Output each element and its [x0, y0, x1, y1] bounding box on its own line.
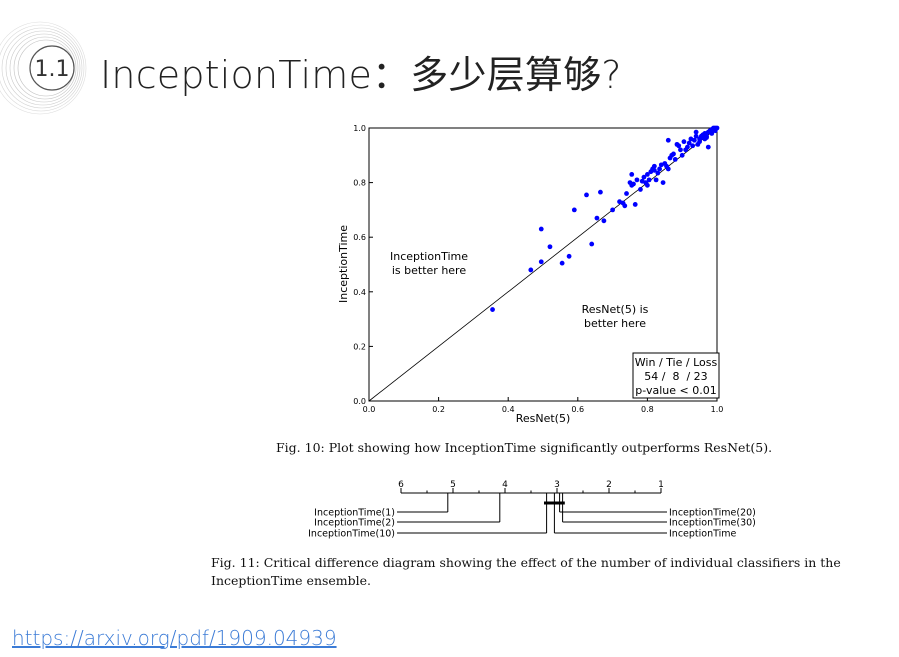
cd-tick-label: 5 — [450, 480, 456, 490]
section-badge: 1.1 — [0, 21, 87, 115]
x-tick-label: 0.8 — [641, 405, 654, 414]
stats-box-line3: p-value < 0.01 — [635, 384, 716, 397]
data-point — [681, 139, 687, 145]
cd-tick-label: 4 — [502, 480, 508, 490]
cd-right-label: InceptionTime — [669, 529, 737, 540]
data-point — [665, 166, 671, 172]
data-point — [622, 203, 628, 209]
data-point — [634, 177, 640, 183]
y-axis-label: InceptionTime — [337, 225, 350, 303]
data-point — [690, 143, 696, 149]
data-point — [665, 137, 671, 143]
cd-tick-label: 6 — [398, 480, 404, 490]
x-tick-label: 0.2 — [432, 405, 445, 414]
data-point — [645, 172, 650, 177]
data-point — [653, 177, 659, 183]
data-point — [598, 189, 603, 195]
data-point — [547, 244, 553, 250]
x-tick-label: 1.0 — [711, 405, 724, 414]
data-point — [660, 180, 666, 185]
data-point — [671, 151, 676, 157]
y-axis-ticks: 0.0 0.2 0.4 0.6 0.8 1.0 — [353, 124, 373, 406]
data-point — [589, 241, 595, 247]
data-point — [645, 182, 650, 188]
data-point — [657, 166, 662, 172]
y-tick-label: 0.0 — [353, 397, 366, 406]
data-point — [651, 163, 657, 169]
cd-tick-label: 1 — [658, 480, 664, 490]
annotation-lower-line2: better here — [584, 317, 646, 330]
slide-title: InceptionTime：多少层算够? — [100, 53, 622, 97]
data-point — [490, 307, 495, 312]
data-point — [610, 207, 615, 213]
cd-tick-label: 2 — [606, 480, 612, 490]
data-point — [559, 260, 565, 266]
data-point — [601, 218, 607, 224]
y-tick-label: 0.2 — [353, 342, 366, 351]
data-point — [538, 226, 544, 232]
data-point — [678, 147, 683, 153]
stats-box — [632, 352, 720, 399]
data-points — [490, 125, 720, 312]
data-point — [638, 187, 643, 192]
data-point — [709, 131, 715, 136]
data-point — [646, 177, 652, 183]
data-point — [672, 156, 678, 162]
cd-right-label: InceptionTime(20) — [669, 508, 756, 519]
data-point — [631, 181, 636, 187]
data-point — [676, 143, 682, 149]
data-point — [629, 172, 635, 177]
fig10-caption: Fig. 10: Plot showing how InceptionTime … — [276, 440, 773, 455]
cd-left-label: InceptionTime(10) — [308, 529, 395, 540]
data-point — [702, 136, 708, 142]
cd-connector-lines — [397, 493, 667, 534]
y-tick-label: 0.8 — [353, 179, 366, 188]
data-point — [686, 140, 692, 146]
x-axis-label: ResNet(5) — [516, 412, 571, 425]
scatter-plot: 0.0 0.2 0.4 0.6 0.8 1.0 0.0 0.2 0.4 0.6 0.8 1.0 Re… — [337, 124, 724, 425]
data-point — [571, 207, 577, 213]
data-point — [594, 215, 600, 221]
fig11-caption: Fig. 11: Critical difference diagram sho… — [211, 555, 841, 588]
cd-labels: InceptionTime(1)InceptionTime(2)Inceptio… — [308, 508, 756, 540]
annotation-upper-line1: InceptionTime — [390, 250, 468, 263]
data-point — [685, 144, 690, 150]
x-tick-label: 0.4 — [502, 405, 515, 414]
cd-left-label: InceptionTime(2) — [314, 518, 395, 529]
data-point — [528, 267, 534, 273]
cd-right-label: InceptionTime(30) — [669, 518, 756, 529]
data-point — [641, 174, 647, 180]
stats-box-line1: Win / Tie / Loss — [635, 356, 718, 369]
data-point — [697, 139, 702, 145]
cd-tick-label: 3 — [554, 480, 560, 490]
data-point — [632, 202, 638, 207]
data-point — [651, 167, 657, 173]
x-tick-label: 0.0 — [363, 405, 376, 414]
stats-box-line2: 54 / 8 / 23 — [644, 370, 707, 383]
y-tick-label: 1.0 — [353, 124, 366, 133]
cd-left-label: InceptionTime(1) — [314, 508, 395, 519]
data-point — [693, 133, 699, 139]
data-point — [679, 152, 685, 158]
section-number: 1.1 — [35, 57, 70, 82]
data-point — [655, 170, 661, 176]
source-link[interactable]: https://arxiv.org/pdf/1909.04939 — [12, 626, 337, 650]
annotation-lower-line1: ResNet(5) is — [582, 303, 649, 316]
y-tick-label: 0.4 — [353, 288, 366, 297]
data-point — [693, 129, 699, 135]
annotation-upper-line2: is better here — [392, 264, 466, 277]
data-point — [691, 137, 697, 143]
data-point — [698, 133, 704, 139]
data-point — [624, 191, 629, 196]
data-point — [705, 144, 711, 150]
data-point — [566, 253, 572, 259]
badge-swirl-icon — [0, 21, 87, 115]
cd-axis-ticks: 6 5 4 3 2 1 — [398, 480, 664, 493]
data-point — [584, 192, 589, 198]
x-tick-label: 0.6 — [571, 405, 584, 414]
y-tick-label: 0.6 — [353, 233, 366, 242]
data-point — [538, 259, 544, 265]
data-point — [712, 125, 718, 131]
